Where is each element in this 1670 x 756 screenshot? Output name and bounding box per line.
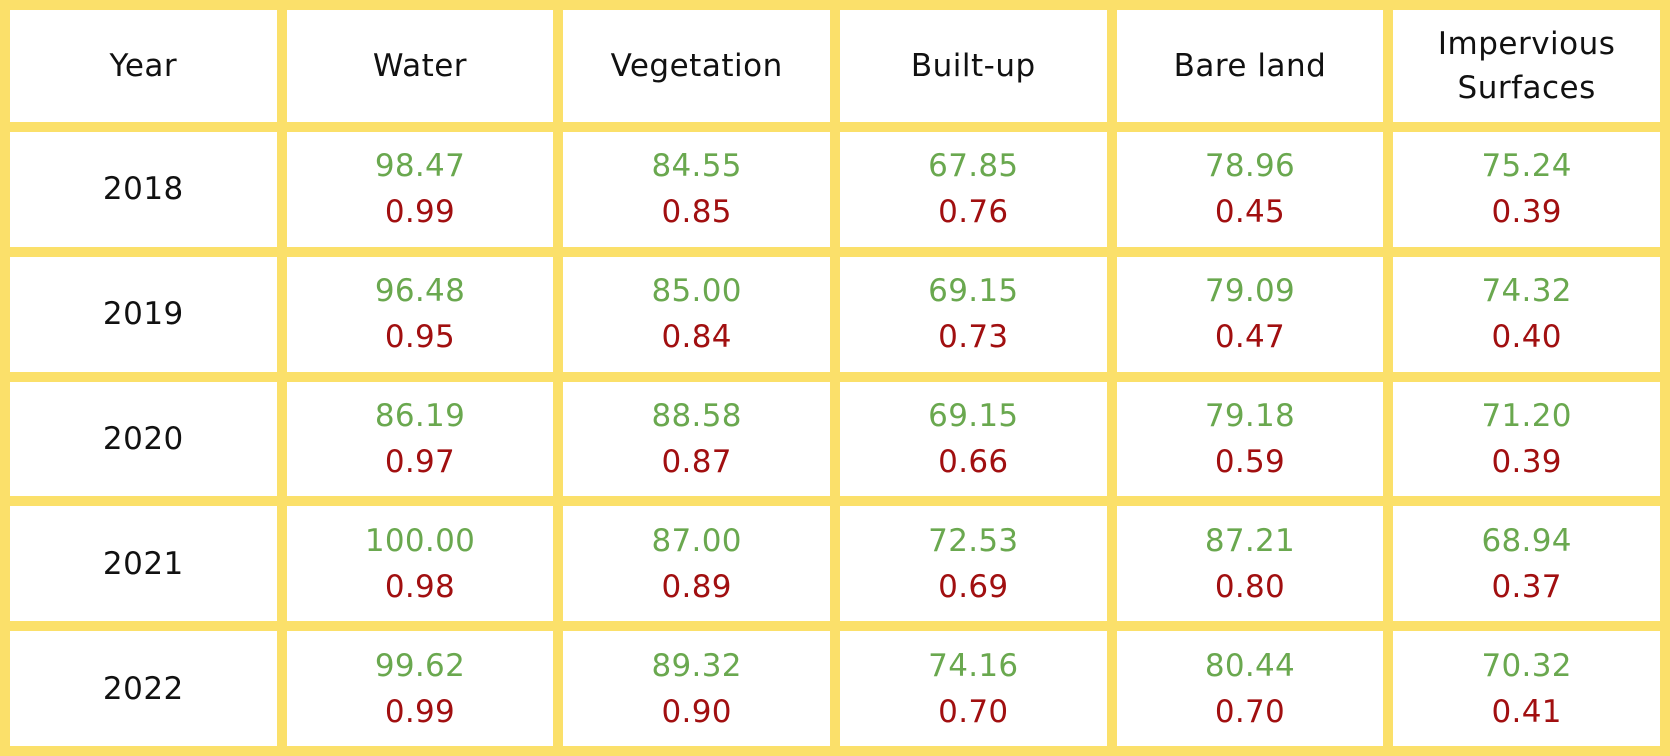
cell-value-first: 71.20 [1481,397,1572,434]
column-header-impervious-surfaces-label: Impervious Surfaces [1437,26,1616,106]
cell-value-first: 67.85 [928,148,1019,185]
column-header-impervious-surfaces: Impervious Surfaces [1393,10,1660,122]
table-cell-impervious-surfaces: 71.20 0.39 [1393,381,1660,497]
table-cell-vegetation: 85.00 0.84 [563,256,830,372]
table-cell-built-up: 69.15 0.73 [839,256,1107,372]
cell-value-second: 0.85 [661,194,732,231]
table-cell-impervious-surfaces: 75.24 0.39 [1393,132,1660,247]
cell-value-first: 84.55 [651,148,742,185]
cell-value-first: 69.15 [928,273,1019,310]
cell-value-first: 72.53 [928,522,1019,559]
cell-value-first: 70.32 [1481,647,1572,684]
cell-value-second: 0.73 [938,319,1009,356]
table-cell-water: 98.47 0.99 [286,132,554,247]
cell-value-first: 68.94 [1481,522,1572,559]
cell-value-first: 79.09 [1204,273,1296,310]
cell-value-second: 0.70 [938,693,1009,730]
table-row: 2021 100.00 0.98 87.00 0.89 72.53 0.69 87.21 0.8… [10,506,1660,622]
cell-value-first: 69.15 [928,397,1019,434]
cell-value-second: 0.80 [1214,568,1286,605]
table-cell-vegetation: 84.55 0.85 [563,132,830,247]
cell-value-second: 0.95 [384,319,456,356]
table-cell-water: 99.62 0.99 [286,631,554,746]
row-header-year: 2020 [10,381,277,497]
cell-value-first: 88.58 [651,397,742,434]
cell-value-first: 79.18 [1204,397,1296,434]
cell-value-first: 87.00 [651,522,742,559]
cell-value-first: 99.62 [374,647,466,684]
table-cell-impervious-surfaces: 68.94 0.37 [1393,506,1660,622]
cell-value-second: 0.37 [1491,568,1562,605]
table-cell-impervious-surfaces: 70.32 0.41 [1393,631,1660,746]
cell-value-second: 0.98 [384,568,456,605]
table-body: 2018 98.47 0.99 84.55 0.85 67.85 0.76 78.96 0.45… [10,132,1660,746]
cell-value-second: 0.39 [1491,443,1562,480]
table-cell-built-up: 67.85 0.76 [839,132,1107,247]
header-row: Year Water Vegetation Built-up Bare land… [10,10,1660,122]
cell-value-first: 85.00 [651,273,742,310]
cell-value-first: 87.21 [1204,522,1296,559]
table-cell-built-up: 74.16 0.70 [839,631,1107,746]
cell-value-second: 0.41 [1491,693,1562,730]
row-header-year: 2022 [10,631,277,746]
row-header-year: 2019 [10,256,277,372]
cell-value-second: 0.99 [384,194,456,231]
cell-value-second: 0.89 [661,568,732,605]
cell-value-first: 80.44 [1204,647,1296,684]
column-header-year: Year [10,10,277,122]
column-header-vegetation: Vegetation [563,10,830,122]
column-header-bare-land: Bare land [1116,10,1384,122]
cell-value-second: 0.99 [384,693,456,730]
cell-value-second: 0.97 [384,443,456,480]
cell-value-first: 96.48 [374,273,466,310]
cell-value-second: 0.39 [1491,194,1562,231]
column-header-water: Water [286,10,554,122]
cell-value-first: 74.16 [928,647,1019,684]
cell-value-second: 0.76 [938,194,1009,231]
cell-value-first: 78.96 [1204,148,1296,185]
table-cell-vegetation: 89.32 0.90 [563,631,830,746]
row-header-year: 2021 [10,506,277,622]
cell-value-second: 0.69 [938,568,1009,605]
cell-value-first: 98.47 [374,148,466,185]
cell-value-second: 0.70 [1214,693,1286,730]
table-cell-bare-land: 79.09 0.47 [1116,256,1384,372]
cell-value-first: 89.32 [651,647,742,684]
table-row: 2020 86.19 0.97 88.58 0.87 69.15 0.66 79.18 0.59… [10,381,1660,497]
cell-value-first: 74.32 [1481,273,1572,310]
table-cell-water: 86.19 0.97 [286,381,554,497]
table-cell-bare-land: 80.44 0.70 [1116,631,1384,746]
table-row: 2018 98.47 0.99 84.55 0.85 67.85 0.76 78.96 0.45… [10,132,1660,247]
cell-value-second: 0.66 [938,443,1009,480]
cell-value-second: 0.40 [1491,319,1562,356]
cell-value-second: 0.45 [1214,194,1286,231]
cell-value-first: 75.24 [1481,148,1572,185]
table-row: 2022 99.62 0.99 89.32 0.90 74.16 0.70 80.44 0.70… [10,631,1660,746]
table-cell-bare-land: 78.96 0.45 [1116,132,1384,247]
table-cell-bare-land: 79.18 0.59 [1116,381,1384,497]
column-header-built-up: Built-up [839,10,1107,122]
table-row: 2019 96.48 0.95 85.00 0.84 69.15 0.73 79.09 0.47… [10,256,1660,372]
table-cell-built-up: 72.53 0.69 [839,506,1107,622]
cell-value-first: 100.00 [364,522,476,559]
cell-value-second: 0.47 [1214,319,1286,356]
cell-value-second: 0.90 [661,693,732,730]
row-header-year: 2018 [10,132,277,247]
table-cell-water: 96.48 0.95 [286,256,554,372]
table-cell-impervious-surfaces: 74.32 0.40 [1393,256,1660,372]
cell-value-second: 0.84 [661,319,732,356]
table-cell-built-up: 69.15 0.66 [839,381,1107,497]
table-cell-vegetation: 87.00 0.89 [563,506,830,622]
table-cell-bare-land: 87.21 0.80 [1116,506,1384,622]
cell-value-second: 0.87 [661,443,732,480]
cell-value-second: 0.59 [1214,443,1286,480]
table-cell-vegetation: 88.58 0.87 [563,381,830,497]
cell-value-first: 86.19 [374,397,466,434]
table-cell-water: 100.00 0.98 [286,506,554,622]
